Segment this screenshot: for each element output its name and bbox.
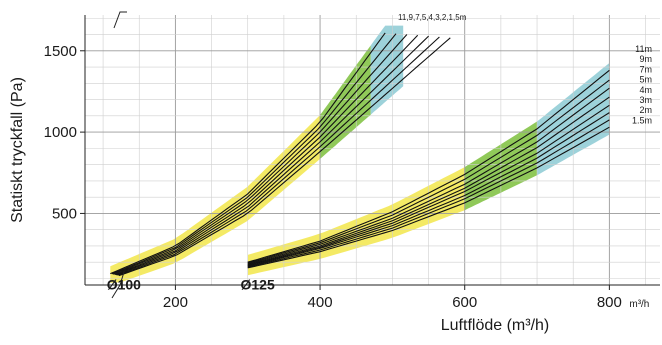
length-label-125-0: 11m	[635, 44, 652, 54]
series-line-0-1	[111, 33, 397, 275]
y-tick-label: 500	[52, 205, 77, 222]
series-line-1-5	[247, 112, 610, 267]
band-0-1	[320, 45, 371, 159]
series-line-1-7	[247, 126, 610, 269]
series-line-1-0	[247, 69, 610, 263]
series-line-1-3	[247, 96, 610, 266]
diameter-label-0: Ø100	[107, 276, 141, 292]
series-line-1-2	[247, 87, 610, 265]
y-axis-title: Statiskt tryckfall (Pa)	[9, 77, 26, 223]
length-label-125-5: 3m	[639, 95, 652, 105]
series-line-0-6	[118, 37, 451, 277]
series-line-0-0	[110, 32, 386, 275]
diameter-label-1: Ø125	[241, 276, 275, 292]
series-layer	[110, 32, 610, 277]
series-line-0-3	[114, 34, 419, 276]
series-line-0-4	[115, 35, 429, 276]
labels-layer: 200 400 600 800 500 1000 1500 m³/h Luftflöde (m³…	[9, 13, 652, 334]
series-line-0-2	[112, 34, 408, 275]
length-label-125-1: 9m	[639, 54, 652, 64]
x-tick-label: 200	[163, 294, 188, 311]
x-axis-break	[111, 271, 125, 299]
x-tick-label: 800	[597, 294, 622, 311]
x-axis-title: Luftflöde (m³/h)	[441, 317, 549, 334]
x-tick-label: 600	[452, 294, 477, 311]
grid-layer	[85, 15, 660, 285]
y-tick-label: 1500	[44, 43, 77, 60]
series-line-0-5	[117, 36, 440, 276]
series-line-1-6	[247, 119, 610, 268]
length-label-125-2: 7m	[639, 64, 652, 74]
top-axis-break	[113, 11, 127, 29]
length-label-100: 11,9,7,5,4,3,2,1,5m	[398, 13, 467, 22]
series-line-1-1	[247, 79, 610, 264]
x-unit-label: m³/h	[629, 299, 649, 310]
y-tick-label: 1000	[44, 124, 77, 141]
length-label-125-3: 5m	[639, 75, 652, 85]
length-label-125-6: 2m	[639, 105, 652, 115]
length-label-125-4: 4m	[639, 85, 652, 95]
series-line-1-4	[247, 104, 610, 267]
length-label-125-7: 1.5m	[632, 115, 652, 125]
axes-layer	[80, 11, 660, 299]
x-tick-label: 400	[308, 294, 333, 311]
